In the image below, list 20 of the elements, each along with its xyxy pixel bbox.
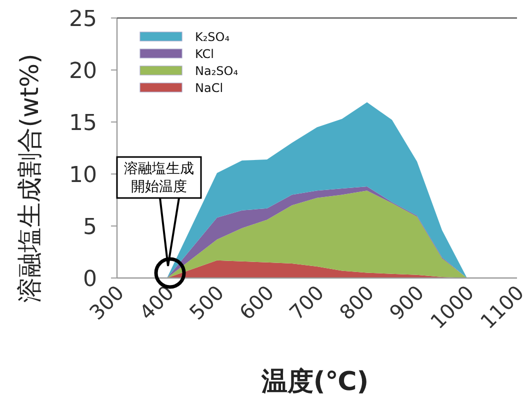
annotation: 溶融塩生成 <box>124 161 194 177</box>
y-tick-label: 10 <box>69 163 97 188</box>
x-tick-label: 900 <box>384 280 429 325</box>
y-tick-label: 5 <box>83 215 97 240</box>
x-tick-label: 600 <box>234 280 279 325</box>
y-tick-label: 15 <box>69 111 97 136</box>
x-axis-title: 温度(℃) <box>260 367 369 397</box>
legend-label: KCl <box>195 47 214 61</box>
x-tick-label: 800 <box>334 280 379 325</box>
legend-label: K₂SO₄ <box>195 30 230 44</box>
legend-label: NaCl <box>195 81 224 95</box>
legend-label: Na₂SO₄ <box>195 64 238 78</box>
y-tick-label: 20 <box>69 59 97 84</box>
x-tick-label: 500 <box>184 280 229 325</box>
y-tick-label: 0 <box>83 267 97 292</box>
y-axis-title: 溶融塩生成割合(wt%) <box>15 54 44 302</box>
x-tick-label: 400 <box>134 280 179 325</box>
y-tick-label: 25 <box>69 7 97 32</box>
annotation: 開始温度 <box>131 179 187 195</box>
x-tick-label: 700 <box>284 280 329 325</box>
